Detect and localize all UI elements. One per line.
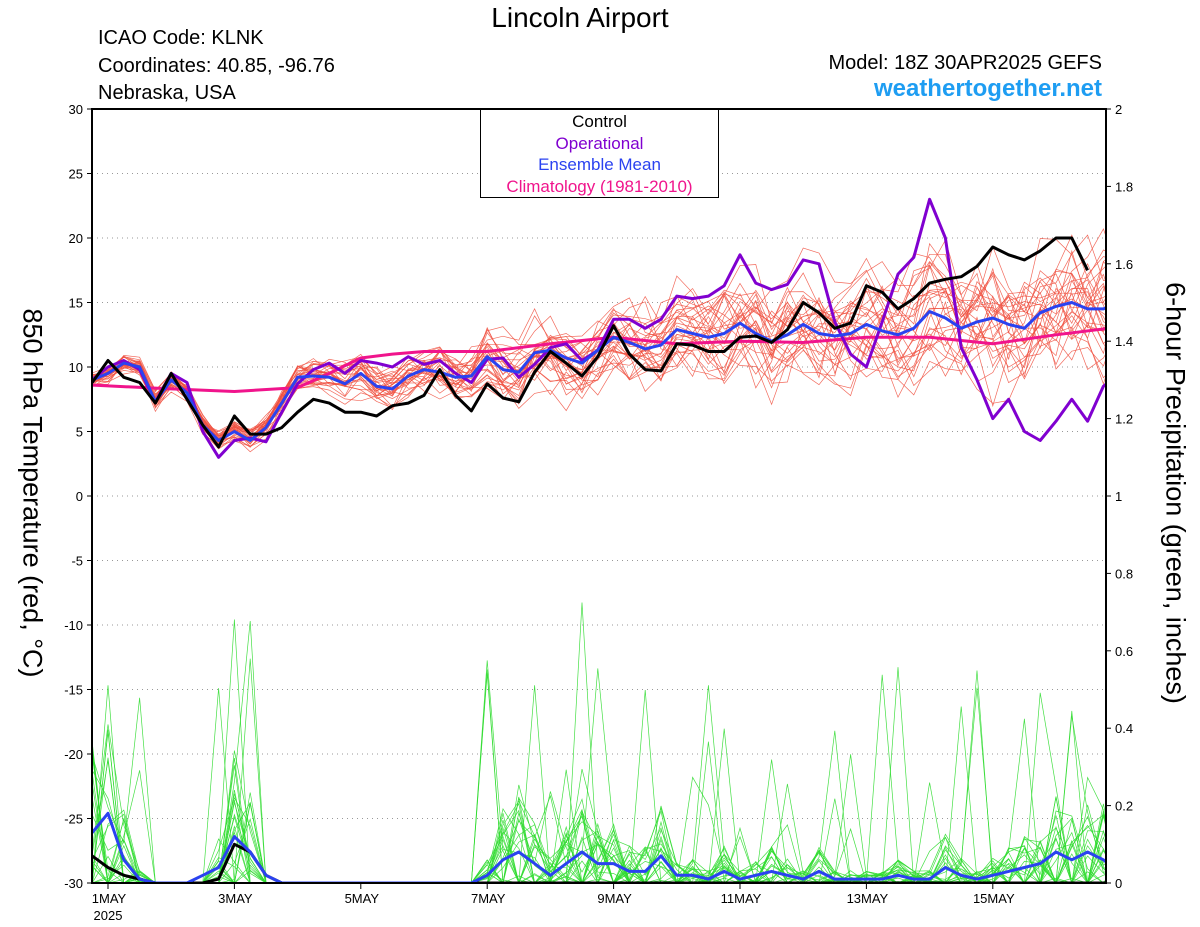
legend-climatology: Climatology (1981-2010) xyxy=(506,176,693,196)
left-tick-label: 20 xyxy=(69,231,83,246)
temp-member-line xyxy=(93,228,1106,442)
left-tick-label: 0 xyxy=(76,489,83,504)
right-tick-label: 1.2 xyxy=(1115,412,1133,427)
left-tick-label: 15 xyxy=(69,296,83,311)
coordinates: Coordinates: 40.85, -96.76 xyxy=(98,55,335,77)
right-tick-label: 0.2 xyxy=(1115,799,1133,814)
site-link[interactable]: weathertogether.net xyxy=(873,75,1102,102)
left-tick-label: 25 xyxy=(69,167,83,182)
left-tick-label: -25 xyxy=(64,812,83,827)
x-tick-label: 9MAY xyxy=(597,891,632,906)
legend-operational: Operational xyxy=(555,133,644,153)
right-tick-label: 2 xyxy=(1115,102,1122,117)
right-tick-label: 1.4 xyxy=(1115,334,1133,349)
chart-title: Lincoln Airport xyxy=(491,2,669,33)
left-tick-label: 30 xyxy=(69,102,83,117)
precip-member-line xyxy=(93,658,1106,883)
temp-member-line xyxy=(93,265,1106,445)
ensemble-mean-precip-line xyxy=(93,811,1106,883)
model-run: Model: 18Z 30APR2025 GEFS xyxy=(828,52,1102,74)
left-tick-label: 5 xyxy=(76,425,83,440)
control-line xyxy=(93,236,1089,449)
plot-frame xyxy=(91,108,1107,884)
precip-member-line xyxy=(93,602,1106,883)
right-tick-label: 0.4 xyxy=(1115,721,1133,736)
legend: Control Operational Ensemble Mean Climat… xyxy=(480,109,719,198)
region: Nebraska, USA xyxy=(98,82,236,104)
right-tick-label: 0.8 xyxy=(1115,566,1133,581)
right-tick-label: 0 xyxy=(1115,876,1122,891)
x-tick-label: 15MAY xyxy=(973,891,1015,906)
right-tick-label: 0.6 xyxy=(1115,644,1133,659)
precip-member-line xyxy=(93,685,1106,883)
left-tick-label: -5 xyxy=(71,554,83,569)
precip-member-line xyxy=(93,685,1106,883)
precip-member-line xyxy=(93,692,1106,883)
precip-member-line xyxy=(93,619,1106,883)
left-tick-label: -20 xyxy=(64,747,83,762)
precip-member-line xyxy=(93,660,1106,883)
temp-member-line xyxy=(93,234,1106,444)
temp-member-line xyxy=(93,279,1106,450)
precip-member-line xyxy=(93,710,1106,883)
precip-member-line xyxy=(93,685,1106,883)
temp-member-line xyxy=(93,261,1106,441)
icao-code: ICAO Code: KLNK xyxy=(98,27,264,49)
x-tick-label: 3MAY xyxy=(218,891,253,906)
precip-member-line xyxy=(93,776,1106,883)
precip-member-line xyxy=(93,688,1106,883)
temp-member-line xyxy=(93,245,1106,445)
left-tick-label: -30 xyxy=(64,876,83,891)
precip-member-line xyxy=(93,800,1106,883)
temp-member-line xyxy=(93,270,1106,439)
x-tick-label: 13MAY xyxy=(847,891,889,906)
precip-member-line xyxy=(93,796,1106,883)
precip-member-line xyxy=(93,620,1106,883)
ensemble-mean-line xyxy=(93,301,1106,442)
plot-area xyxy=(93,197,1106,883)
right-tick-label: 1.6 xyxy=(1115,257,1133,272)
precip-member-line xyxy=(93,797,1106,883)
x-tick-label: 11MAY xyxy=(721,891,762,906)
left-tick-label: 10 xyxy=(69,360,83,375)
x-tick-label: 7MAY xyxy=(471,891,506,906)
temp-member-line xyxy=(93,249,1106,440)
left-tick-label: -15 xyxy=(64,683,83,698)
legend-ensemble-mean: Ensemble Mean xyxy=(538,155,661,174)
legend-control: Control xyxy=(572,112,627,131)
right-tick-label: 1 xyxy=(1115,489,1122,504)
precip-member-line xyxy=(93,674,1106,883)
right-tick-label: 1.8 xyxy=(1115,179,1133,194)
x-tick-label: 5MAY xyxy=(345,891,380,906)
x-tick-year: 2025 xyxy=(94,908,123,923)
climatology-line xyxy=(93,327,1106,393)
x-tick-label: 1MAY xyxy=(92,891,127,906)
left-tick-label: -10 xyxy=(64,618,83,633)
